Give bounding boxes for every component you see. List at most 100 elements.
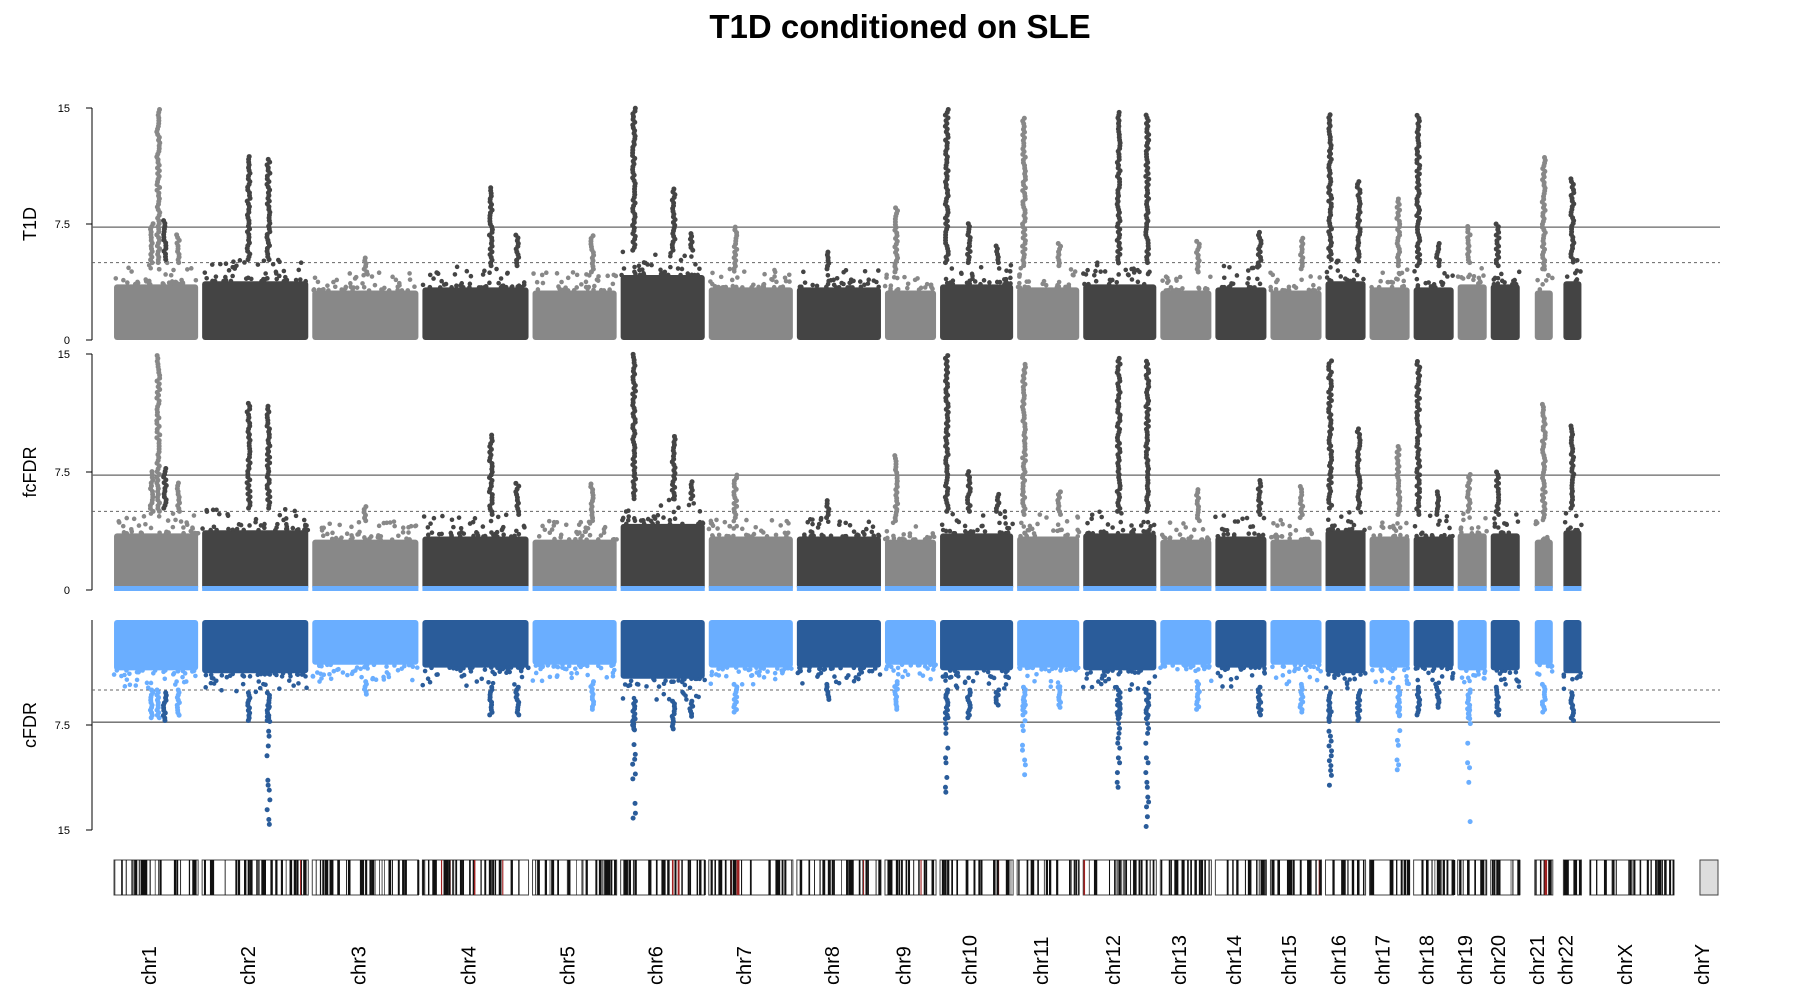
point-chr10 — [1007, 269, 1013, 274]
point-chr7 — [718, 274, 724, 280]
point-chr10 — [945, 353, 951, 359]
point-chr3 — [319, 663, 324, 669]
point-block-chr14 — [1215, 287, 1267, 340]
point-chr18 — [1440, 280, 1446, 286]
point-chr2 — [208, 680, 214, 686]
point-chr2 — [305, 527, 311, 533]
point-chr14 — [1231, 534, 1237, 539]
point-chr8 — [800, 681, 805, 686]
point-chr18 — [1439, 665, 1444, 671]
point-chr4 — [497, 668, 503, 674]
point-chr5 — [573, 536, 578, 542]
y-axis-label: fcFDR — [20, 447, 40, 498]
ideogram-band — [176, 860, 179, 895]
ideogram-band — [484, 860, 487, 895]
ideogram-band — [381, 860, 383, 895]
point-chr2 — [264, 807, 270, 813]
ideogram-band — [369, 860, 372, 895]
point-chr9 — [931, 667, 936, 672]
ideogram-band — [1512, 860, 1514, 895]
point-chr17 — [1390, 675, 1396, 681]
point-chr11 — [1022, 698, 1028, 704]
point-chr2 — [245, 400, 251, 406]
point-chr17 — [1379, 678, 1385, 683]
point-chr22 — [1579, 522, 1584, 528]
point-chr5 — [601, 288, 607, 293]
point-chr11 — [1020, 712, 1026, 718]
point-chr10 — [1005, 525, 1010, 531]
point-chr4 — [425, 532, 431, 538]
point-chr22 — [1573, 513, 1579, 519]
point-chr12 — [1093, 278, 1099, 284]
point-chr4 — [496, 280, 501, 286]
point-chr2 — [208, 527, 213, 533]
zero-strip-chr1 — [114, 586, 199, 591]
point-chr5 — [611, 272, 617, 278]
point-block-chr16 — [1325, 620, 1366, 674]
point-chr10 — [967, 530, 973, 536]
series-chr10 — [939, 353, 1015, 590]
ideogram-chr13 — [1159, 859, 1212, 896]
point-chr4 — [467, 281, 473, 287]
point-chr12 — [1144, 784, 1150, 790]
point-chr11 — [1022, 361, 1028, 367]
point-chr7 — [736, 669, 742, 674]
ideogram-band — [768, 860, 771, 895]
point-chr10 — [942, 784, 948, 790]
point-chr3 — [363, 537, 368, 542]
ideogram-band — [1125, 860, 1128, 895]
point-chr9 — [928, 676, 933, 682]
series-chr11 — [1017, 620, 1081, 718]
ideogram-band — [907, 860, 911, 895]
point-chr15 — [1273, 675, 1279, 681]
point-chr5 — [574, 670, 580, 676]
point-chr4 — [421, 514, 427, 519]
point-chr12 — [1145, 730, 1151, 736]
series-chr19 — [1457, 472, 1489, 590]
point-chr12 — [1117, 726, 1123, 731]
series-chr9 — [882, 205, 937, 340]
ideogram-band — [1603, 860, 1605, 895]
point-chr20 — [1506, 530, 1512, 536]
ideogram-band — [359, 860, 362, 895]
point-chr2 — [253, 689, 259, 695]
series-chr10 — [940, 107, 1014, 340]
point-chr6 — [630, 351, 636, 357]
zero-strip-chr17 — [1369, 586, 1410, 591]
point-chr4 — [503, 284, 509, 290]
point-chr11 — [1032, 679, 1037, 684]
ideogram-band — [275, 860, 278, 895]
point-chr11 — [1017, 666, 1023, 671]
point-chr5 — [585, 672, 590, 678]
point-chr2 — [265, 782, 271, 788]
series-chr4 — [421, 432, 529, 590]
point-chr8 — [869, 529, 875, 535]
point-chr4 — [456, 515, 462, 520]
point-chr16 — [1334, 260, 1340, 265]
ideogram-band — [1247, 860, 1250, 895]
ideogram-band — [1152, 860, 1155, 895]
point-chr18 — [1422, 666, 1427, 672]
point-chr13 — [1184, 666, 1189, 672]
point-chr2 — [297, 277, 303, 282]
point-chr4 — [482, 667, 488, 672]
point-chr8 — [864, 526, 869, 532]
point-chr8 — [862, 268, 868, 274]
point-chr7 — [746, 667, 751, 673]
point-block-chr5 — [532, 290, 617, 340]
point-chr3 — [367, 536, 372, 542]
point-chr2 — [214, 507, 219, 513]
point-chr19 — [1467, 472, 1473, 478]
point-chr4 — [486, 680, 491, 685]
point-chr5 — [565, 275, 571, 281]
ideogram-band — [158, 860, 160, 895]
point-chr1 — [175, 668, 181, 674]
point-chr16 — [1358, 510, 1364, 515]
point-chr5 — [574, 285, 579, 290]
ideogram-band — [1438, 860, 1441, 895]
ideogram-band — [280, 860, 283, 895]
point-chr16 — [1328, 278, 1334, 284]
point-chr8 — [851, 665, 857, 671]
point-chr3 — [363, 504, 369, 510]
point-block-chr12 — [1083, 284, 1157, 340]
